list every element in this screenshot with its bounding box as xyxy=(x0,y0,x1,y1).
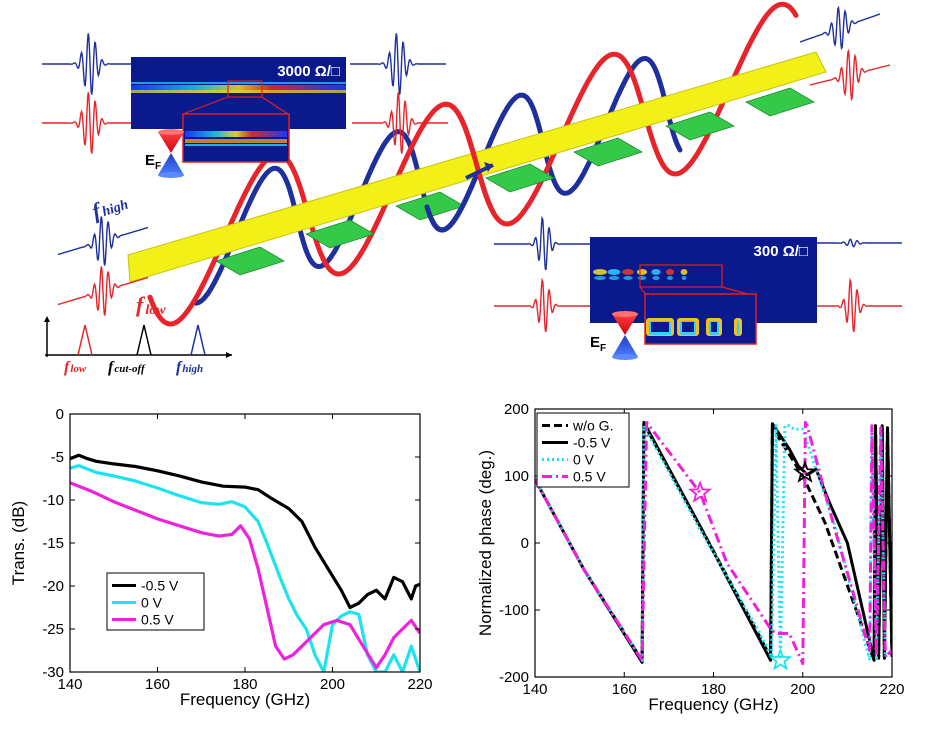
y-tick-label: -25 xyxy=(42,621,64,638)
wave-packet xyxy=(57,266,149,316)
waveguide-schematic: 3000 Ω/□ EF 300 Ω/□ xyxy=(42,1,902,376)
top-panel-label: 3000 Ω/□ xyxy=(277,63,340,80)
series-line-1 xyxy=(70,464,420,672)
phase-chart: 140 160 180 200 220 200 100 0 -100 -200 Frequency … xyxy=(476,401,905,714)
y-tick-label: 200 xyxy=(504,401,529,418)
x-tick-label: 180 xyxy=(232,676,257,693)
wave-packet xyxy=(802,277,902,333)
y-tick-label: -30 xyxy=(42,664,64,681)
legend-entry: -0.5 V xyxy=(141,578,179,594)
high-frequency-wave-front xyxy=(424,169,481,233)
spectrum-low-sub: low xyxy=(70,363,87,375)
legend-entry: -0.5 V xyxy=(573,435,611,451)
y-tick-label: -200 xyxy=(499,669,529,686)
legend-entry: 0 V xyxy=(573,452,595,468)
top-fermi-sub: F xyxy=(155,161,161,172)
low-frequency-wave-front xyxy=(449,104,496,215)
x-tick-label: 220 xyxy=(407,676,432,693)
spectrum-high-label: f xyxy=(176,359,183,376)
wave-packet xyxy=(809,48,891,102)
series-line-3 xyxy=(535,420,892,666)
spectrum-sketch: flow fcut-off fhigh xyxy=(44,316,232,376)
f-high-sub: high xyxy=(100,197,130,220)
bottom-dirac-cone-icon xyxy=(612,311,638,360)
svg-text:EF: EF xyxy=(590,334,606,354)
spectrum-cutoff-sub: cut-off xyxy=(114,363,146,375)
graphene-patch xyxy=(745,87,815,117)
top-field-panel: 3000 Ω/□ xyxy=(131,57,346,163)
wave-packets xyxy=(42,5,902,333)
spectrum-high-sub: high xyxy=(182,363,203,375)
graphene-patches xyxy=(215,87,815,276)
svg-text:fhigh: fhigh xyxy=(176,359,203,376)
y-tick-label: 0 xyxy=(521,535,529,552)
transmission-chart: 140 160 180 200 220 0 -5 -10 -15 -20 -25 -30 Frequen… xyxy=(9,406,433,709)
wave-packet xyxy=(352,92,448,154)
legend: w/o G.-0.5 V0 V0.5 V xyxy=(536,412,630,488)
svg-text:flow: flow xyxy=(136,292,166,318)
graphene-patch xyxy=(573,137,643,167)
wave-packet xyxy=(494,277,594,333)
bottom-field-panel: 300 Ω/□ xyxy=(590,237,817,345)
graphene-patch xyxy=(215,246,285,276)
x-tick-label: 220 xyxy=(879,681,904,698)
legend: -0.5 V0 V0.5 V xyxy=(106,572,205,631)
wave-packet xyxy=(42,33,138,95)
y-tick-label: -100 xyxy=(499,602,529,619)
wave-packet xyxy=(799,5,881,51)
star-marker-icon xyxy=(793,459,817,483)
top-dirac-cone-icon xyxy=(158,129,184,178)
graphene-patch xyxy=(305,219,375,249)
y-tick-label: 0 xyxy=(56,406,64,423)
wave-packet xyxy=(57,216,149,266)
bottom-panel-label: 300 Ω/□ xyxy=(754,243,808,260)
x-axis-label: Frequency (GHz) xyxy=(180,690,310,709)
graphene-patch xyxy=(665,111,735,141)
wave-packet xyxy=(494,215,594,271)
wave-packet xyxy=(802,238,902,248)
series-line-2 xyxy=(70,481,420,670)
bottom-fermi-sub: F xyxy=(600,343,606,354)
legend-entry: 0 V xyxy=(141,595,163,611)
top-zoom-inset xyxy=(182,113,290,163)
y-axis-label: Trans. (dB) xyxy=(9,501,28,585)
top-fermi-label: E xyxy=(145,152,155,169)
f-low-label: f xyxy=(136,292,146,317)
y-tick-label: -15 xyxy=(42,535,64,552)
legend-entry: w/o G. xyxy=(572,418,613,434)
wave-packet xyxy=(42,92,138,154)
x-tick-label: 140 xyxy=(522,681,547,698)
wave-packet xyxy=(350,33,446,95)
x-tick-label: 200 xyxy=(790,681,815,698)
y-axis-label: Normalized phase (deg.) xyxy=(476,450,495,636)
legend-entry: 0.5 V xyxy=(573,469,606,485)
svg-text:EF: EF xyxy=(145,152,161,172)
x-axis-label: Frequency (GHz) xyxy=(648,695,778,714)
x-tick-label: 160 xyxy=(145,676,170,693)
star-marker-icon xyxy=(768,647,793,671)
star-marker-icon xyxy=(688,480,713,503)
f-low-sub: low xyxy=(145,303,166,318)
y-tick-label: -20 xyxy=(42,578,64,595)
spectrum-cutoff-label: f xyxy=(108,359,115,376)
graphene-patch xyxy=(485,163,555,193)
x-tick-label: 160 xyxy=(612,681,637,698)
arrow-head-icon xyxy=(484,162,493,172)
bottom-fermi-label: E xyxy=(590,334,600,351)
x-tick-label: 200 xyxy=(320,676,345,693)
svg-text:fhigh: fhigh xyxy=(89,189,131,224)
y-tick-label: 100 xyxy=(504,468,529,485)
y-tick-label: -10 xyxy=(42,492,64,509)
y-tick-label: -5 xyxy=(51,449,64,466)
x-tick-label: 140 xyxy=(57,676,82,693)
svg-text:flow: flow xyxy=(64,359,87,376)
svg-text:fcut-off: fcut-off xyxy=(108,359,146,376)
series-line-0 xyxy=(70,453,420,610)
plot-frame xyxy=(69,413,421,673)
x-tick-label: 180 xyxy=(701,681,726,698)
spectrum-low-label: f xyxy=(64,359,71,376)
legend-entry: 0.5 V xyxy=(141,612,174,628)
